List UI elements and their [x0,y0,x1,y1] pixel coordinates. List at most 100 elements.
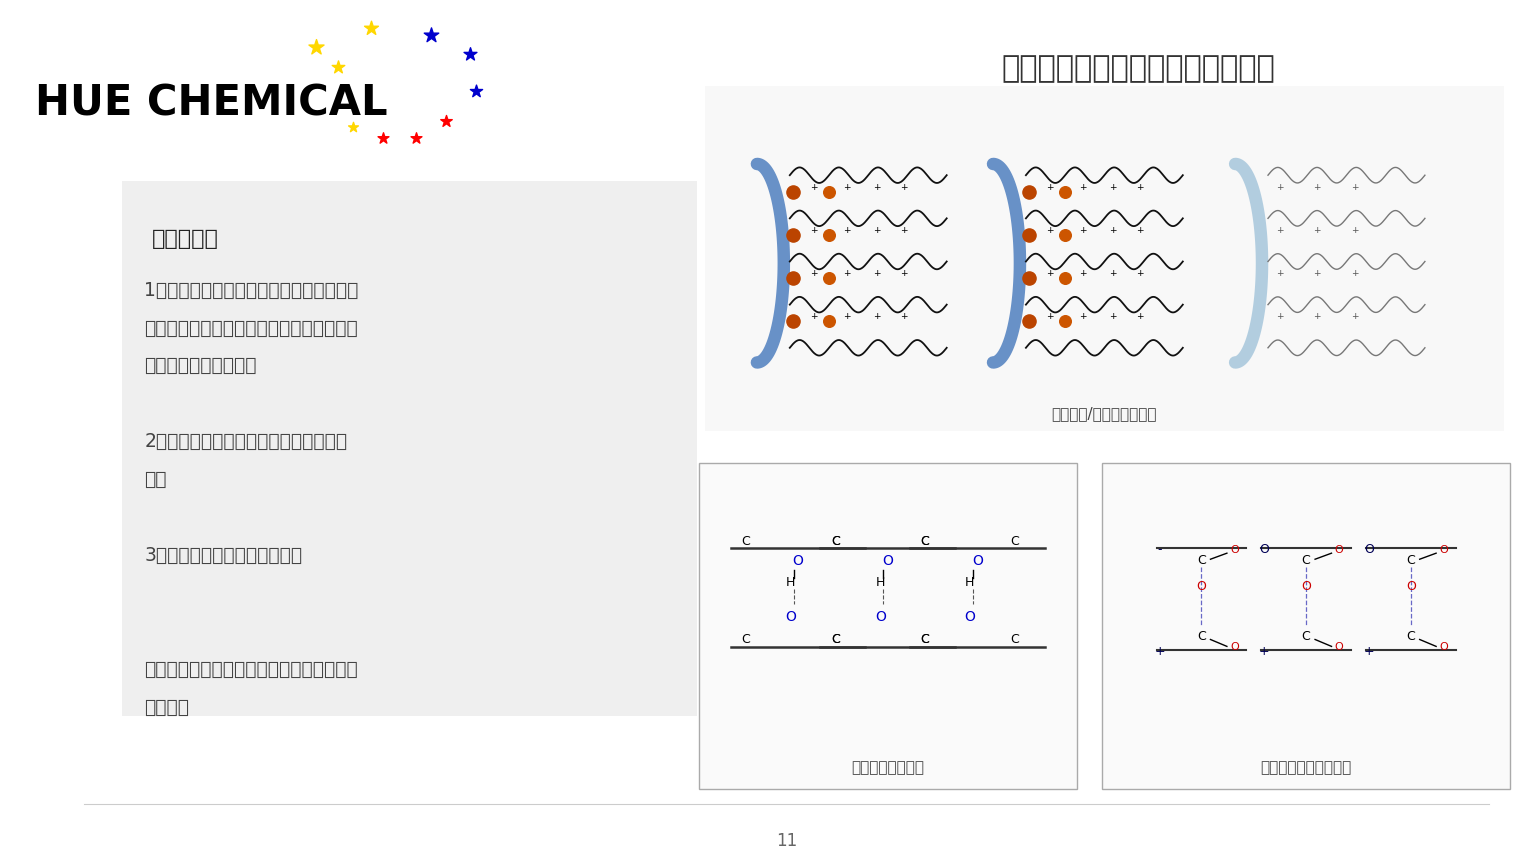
Text: +: + [1276,269,1284,278]
Text: O: O [1259,543,1269,557]
Text: +: + [1109,183,1117,192]
Text: 1、离子间相互作用：胺，铵和季铵基团，: 1、离子间相互作用：胺，铵和季铵基团， [144,280,359,299]
Point [327,60,351,74]
Text: O: O [1197,580,1206,594]
Text: +: + [810,269,818,278]
Text: +: + [842,183,850,192]
Point [816,314,841,328]
Point [463,84,488,98]
Text: O: O [965,610,976,624]
Point [781,314,805,328]
Text: H: H [876,576,885,589]
Text: C: C [920,633,930,646]
Text: O: O [882,554,893,568]
Point [1052,185,1077,198]
Text: +: + [810,183,818,192]
Text: H: H [965,576,974,589]
Text: +: + [1135,226,1143,235]
Text: +: + [1078,183,1086,192]
Text: O: O [1335,642,1344,652]
Text: +: + [1364,645,1374,658]
Text: +: + [842,312,850,321]
Text: +: + [1109,312,1117,321]
Text: C: C [1011,633,1019,646]
Text: +: + [1313,226,1321,235]
Text: O: O [1364,543,1374,557]
Point [816,228,841,242]
Text: O: O [1230,545,1239,555]
Text: O: O [1301,580,1312,594]
FancyBboxPatch shape [121,181,696,716]
Text: O: O [1439,642,1448,652]
Text: +: + [873,183,881,192]
Text: C: C [831,534,839,548]
Point [1017,185,1042,198]
Text: C: C [1302,554,1310,568]
Text: +: + [1276,226,1284,235]
Text: 氢键相互作用机制: 氢键相互作用机制 [851,760,923,775]
Text: +: + [873,226,881,235]
Text: +: + [899,269,907,278]
Text: C: C [1302,630,1310,644]
Text: 定作用。: 定作用。 [144,698,189,717]
Text: +: + [1313,183,1321,192]
FancyBboxPatch shape [704,86,1505,432]
Text: C: C [920,534,930,548]
Point [434,114,459,128]
Point [457,47,482,60]
Text: 润湿分散剂的作用机理：锚定机理: 润湿分散剂的作用机理：锚定机理 [1002,54,1275,84]
Text: +: + [1135,269,1143,278]
FancyBboxPatch shape [1101,463,1509,789]
Text: C: C [741,534,750,548]
Text: 大部分分散剂都同时具有以上两种或多种锚: 大部分分散剂都同时具有以上两种或多种锚 [144,660,357,679]
Text: -: - [1157,543,1161,557]
Text: O: O [793,554,804,568]
Text: +: + [1351,312,1359,321]
Point [419,28,443,41]
Text: C: C [920,534,930,548]
Text: C: C [831,633,839,646]
Text: O: O [1439,545,1448,555]
Point [371,131,396,145]
Text: +: + [842,226,850,235]
Text: O: O [874,610,885,624]
Point [781,271,805,285]
Text: C: C [1407,554,1414,568]
Text: 11: 11 [776,833,798,850]
Text: O: O [1335,545,1344,555]
Text: +: + [1109,226,1117,235]
Point [1017,228,1042,242]
Point [781,185,805,198]
Point [1017,271,1042,285]
Text: 极性基团相互作用机制: 极性基团相互作用机制 [1261,760,1351,775]
Text: +: + [1351,269,1359,278]
Point [1052,314,1077,328]
Text: C: C [920,633,930,646]
Point [1052,271,1077,285]
Text: +: + [810,312,818,321]
Point [341,120,365,134]
Text: +: + [1351,183,1359,192]
Text: 羧酸，磺酸，磷酸，酸性基团及其盐类，以: 羧酸，磺酸，磷酸，酸性基团及其盐类，以 [144,318,357,337]
Text: +: + [1313,269,1321,278]
Point [781,228,805,242]
Text: 3、极性作用；各类极性基团；: 3、极性作用；各类极性基团； [144,546,302,565]
Text: +: + [1109,269,1117,278]
FancyBboxPatch shape [698,463,1077,789]
Text: C: C [1407,630,1414,644]
Text: +: + [1046,269,1054,278]
Text: +: + [1046,226,1054,235]
Text: H: H [785,576,795,589]
Text: O: O [785,610,796,624]
Text: O: O [1230,642,1239,652]
Text: C: C [1197,554,1206,568]
Text: C: C [1197,630,1206,644]
Text: 锚定机理：: 锚定机理： [152,229,218,249]
Text: +: + [1046,183,1054,192]
Point [1017,314,1042,328]
Point [304,41,328,54]
Text: +: + [1313,312,1321,321]
Text: +: + [810,226,818,235]
Point [816,271,841,285]
Text: +: + [1078,269,1086,278]
